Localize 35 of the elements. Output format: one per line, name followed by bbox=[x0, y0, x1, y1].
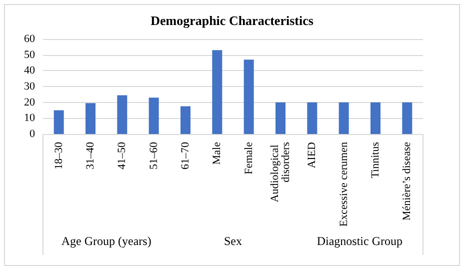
x-tick-label: Female bbox=[242, 142, 255, 174]
bar bbox=[54, 110, 64, 134]
bar bbox=[244, 60, 254, 134]
x-tick-label: 18–30 bbox=[52, 142, 65, 170]
y-tick-label: 50 bbox=[24, 48, 36, 61]
x-tick-label: AIED bbox=[306, 142, 318, 168]
chart-title: Demographic Characteristics bbox=[150, 13, 314, 28]
x-tick-label: Tinnitus bbox=[370, 142, 382, 178]
bar bbox=[86, 103, 96, 134]
x-tick-label: 31–40 bbox=[84, 142, 96, 170]
y-tick-label: 30 bbox=[24, 80, 36, 92]
bar bbox=[148, 98, 159, 134]
x-tick-label: 41–50 bbox=[116, 142, 128, 170]
x-tick-label: 61–70 bbox=[180, 142, 192, 170]
x-tick-label: 51–60 bbox=[148, 142, 160, 170]
bar bbox=[402, 102, 412, 134]
x-tick-label: Audiological disorders bbox=[269, 142, 292, 202]
y-tick-label: 20 bbox=[24, 96, 36, 108]
x-tick-label: Ménière’s disease bbox=[401, 142, 414, 220]
bar bbox=[276, 102, 286, 134]
text: Age Group (years) bbox=[61, 234, 152, 248]
y-tick-label: 10 bbox=[24, 112, 36, 124]
x-tick-label: Excessive cerumen bbox=[338, 142, 350, 227]
y-tick-label: 60 bbox=[24, 33, 36, 45]
text: Sex bbox=[224, 234, 242, 248]
y-tick-label: 0 bbox=[30, 128, 36, 140]
bar bbox=[370, 102, 380, 134]
y-tick-label: 40 bbox=[24, 64, 36, 77]
bar bbox=[212, 50, 222, 134]
bar bbox=[307, 102, 318, 134]
bar bbox=[117, 95, 128, 134]
text: Diagnostic Group bbox=[316, 234, 402, 248]
bar bbox=[180, 106, 190, 134]
bar bbox=[338, 102, 349, 134]
x-tick-label: Male bbox=[211, 142, 224, 165]
